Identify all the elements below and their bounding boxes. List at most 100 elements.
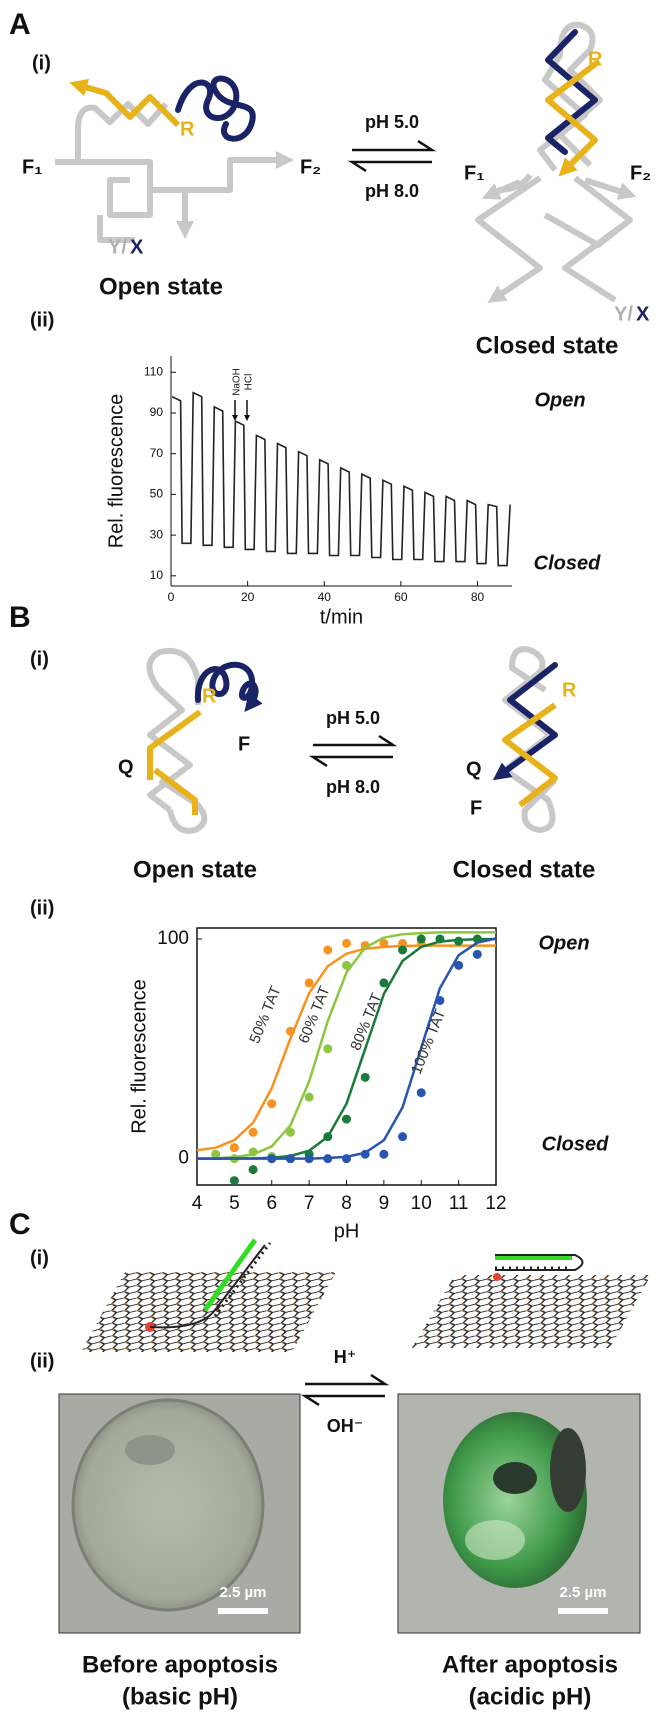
annotation: HCl [244, 374, 255, 391]
scale-bar-label: 2.5 µm [220, 1584, 267, 1601]
reverse-arrow [305, 1396, 385, 1405]
data-point [230, 1143, 239, 1152]
data-point [342, 1115, 351, 1124]
subpanel-label: (i) [30, 1247, 49, 1269]
y-axis-label: Rel. fluorescence [128, 979, 150, 1134]
caption: After apoptosis [442, 1651, 618, 1678]
closed-state-diagram [478, 25, 630, 300]
r-label: R [562, 679, 577, 701]
x-label: X [130, 236, 144, 258]
x-tick-label: 20 [241, 590, 255, 604]
condition: H⁺ [334, 1347, 357, 1367]
f1-label: F₁ [464, 162, 485, 184]
condition: pH 8.0 [326, 777, 380, 797]
state-label: Open [538, 932, 589, 954]
subpanel-label: (i) [32, 52, 51, 74]
x-tick-label: 80 [471, 590, 485, 604]
data-point [305, 1154, 314, 1163]
x-tick-label: 12 [485, 1193, 506, 1214]
x-tick-label: 0 [168, 590, 175, 604]
state-label: Closed [534, 552, 601, 574]
state-label: Open state [99, 273, 223, 300]
data-point [323, 1132, 332, 1141]
x-label: X [636, 303, 650, 325]
x-axis-label: pH [334, 1220, 360, 1242]
data-point [473, 950, 482, 959]
subpanel-label: (ii) [30, 1350, 54, 1372]
y-label: Y/ [614, 303, 633, 325]
graphene-probe-left [81, 1240, 336, 1352]
data-point [249, 1128, 258, 1137]
x-tick-label: 4 [192, 1193, 203, 1214]
data-line [172, 393, 510, 566]
r-label: R [588, 48, 603, 70]
data-point [230, 1176, 239, 1185]
q-label: Q [466, 758, 482, 780]
x-tick-label: 9 [379, 1193, 390, 1214]
subpanel-label: (ii) [30, 309, 54, 331]
series-label: 80% TAT [347, 991, 385, 1053]
x-axis-label: t/min [320, 606, 363, 628]
state-label: Closed state [476, 332, 619, 359]
f-label: F [238, 733, 250, 755]
y-tick-label: 100 [157, 928, 189, 949]
x-tick-label: 40 [318, 590, 332, 604]
x-tick-label: 11 [449, 1193, 469, 1214]
r-label: R [202, 685, 217, 707]
state-label: Closed state [453, 856, 596, 883]
caption: (basic pH) [122, 1683, 238, 1710]
y-tick-label: 110 [144, 364, 163, 378]
open-state-diagram [55, 79, 285, 240]
f-label: F [470, 797, 482, 819]
q-label: Q [118, 756, 134, 778]
data-point [361, 1150, 370, 1159]
r-label: R [180, 118, 195, 140]
scale-bar-label: 2.5 µm [560, 1584, 607, 1601]
data-point [323, 1154, 332, 1163]
data-point [454, 961, 463, 970]
data-point [305, 978, 314, 987]
reverse-arrow [352, 162, 432, 171]
condition: pH 5.0 [326, 708, 380, 728]
data-point [286, 1154, 295, 1163]
data-point [435, 996, 444, 1005]
panel-label: C [9, 1208, 31, 1241]
y-tick-label: 0 [178, 1148, 189, 1169]
figure: A (i) (ii) F₁ F₂ R Y/ X Open state pH 5.… [0, 0, 662, 1714]
data-point [305, 1093, 314, 1102]
data-point [417, 934, 426, 943]
subpanel-label: (ii) [30, 897, 54, 919]
f1-label: F₁ [22, 156, 43, 178]
data-point [361, 1073, 370, 1082]
x-tick-label: 6 [266, 1193, 277, 1214]
x-tick-label: 7 [304, 1193, 315, 1214]
reverse-arrow [313, 757, 393, 766]
data-point [267, 1099, 276, 1108]
y-tick-label: 50 [150, 487, 164, 501]
state-label: Open [534, 389, 585, 411]
graphene-probe-right [412, 1255, 651, 1348]
caption: (acidic pH) [469, 1683, 592, 1710]
data-point [267, 1154, 276, 1163]
forward-arrow [305, 1375, 385, 1384]
condition: OH⁻ [327, 1416, 364, 1436]
y-tick-label: 10 [150, 568, 164, 582]
panel-label: A [9, 8, 31, 41]
data-point [249, 1165, 258, 1174]
y-axis-label: Rel. fluorescence [105, 394, 127, 549]
data-point [417, 1088, 426, 1097]
data-point [286, 1027, 295, 1036]
y-label: Y/ [108, 236, 127, 258]
series-label: 100% TAT [408, 1007, 449, 1077]
x-tick-label: 5 [229, 1193, 240, 1214]
data-point [398, 945, 407, 954]
data-point [454, 937, 463, 946]
data-point [249, 1148, 258, 1157]
forward-arrow [313, 736, 393, 745]
condition: pH 5.0 [365, 112, 419, 132]
data-point [323, 945, 332, 954]
x-tick-label: 60 [394, 590, 408, 604]
condition: pH 8.0 [365, 181, 419, 201]
x-tick-label: 8 [341, 1193, 352, 1214]
data-point [379, 978, 388, 987]
